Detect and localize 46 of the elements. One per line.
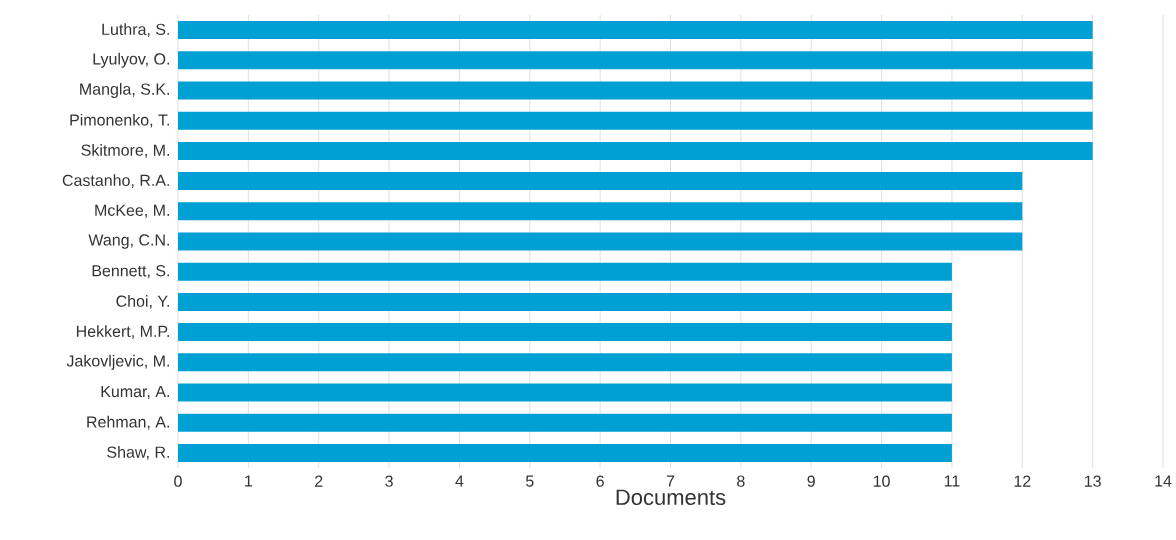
x-axis-title: Documents: [616, 489, 726, 506]
y-tick-label: Bennett, S.: [92, 265, 169, 279]
x-tick-label: 13: [1084, 475, 1101, 487]
x-tick-label: 0: [174, 475, 182, 487]
y-tick-label: Rehman, A.: [87, 415, 169, 430]
bar: [178, 353, 952, 372]
y-tick-label: Shaw, R.: [107, 446, 169, 460]
y-tick-label: Pimonenko, T.: [70, 113, 169, 128]
x-tick-label: 14: [1155, 475, 1172, 487]
x-tick-label: 3: [385, 475, 393, 487]
bar: [178, 51, 1093, 70]
bar: [178, 21, 1093, 40]
x-tick-label: 10: [873, 475, 890, 487]
bar: [178, 202, 1023, 221]
bar: [178, 292, 952, 311]
y-tick-label: Castanho, R.A.: [62, 174, 169, 188]
bar: [178, 111, 1093, 130]
x-tick-label: 12: [1014, 475, 1031, 487]
x-tick-label: 4: [455, 475, 464, 487]
x-tick-label: 6: [596, 475, 604, 487]
bar: [178, 383, 952, 402]
bar: [178, 413, 952, 432]
y-tick-label: McKee, M.: [95, 204, 169, 218]
bar: [178, 443, 952, 462]
x-tick-label: 5: [525, 475, 534, 487]
y-tick-label: Lyulyov, O.: [93, 52, 169, 68]
x-tick-label: 11: [944, 475, 960, 487]
bar: [178, 232, 1023, 251]
y-tick-label: Choi, Y.: [116, 295, 169, 309]
x-tick-label: 7: [666, 475, 675, 487]
x-tick-label: 8: [737, 475, 745, 487]
bar: [178, 323, 952, 342]
y-tick-label: Hekkert, M.P.: [76, 325, 170, 339]
y-tick-label: Kumar, A.: [101, 385, 169, 400]
y-tick-label: Wang, C.N.: [88, 234, 169, 249]
bar: [178, 262, 952, 281]
y-tick-label: Jakovljevic, M.: [66, 354, 169, 370]
bar: [178, 141, 1093, 160]
y-tick-label: Luthra, S.: [102, 23, 169, 37]
x-tick-label: 9: [807, 475, 815, 487]
bar: [178, 81, 1093, 100]
bar: [178, 172, 1023, 191]
x-tick-label: 2: [315, 475, 323, 487]
y-tick-label: Mangla, S.K.: [80, 83, 169, 98]
y-tick-label: Skitmore, M.: [81, 144, 169, 158]
x-tick-label: 1: [245, 475, 253, 487]
